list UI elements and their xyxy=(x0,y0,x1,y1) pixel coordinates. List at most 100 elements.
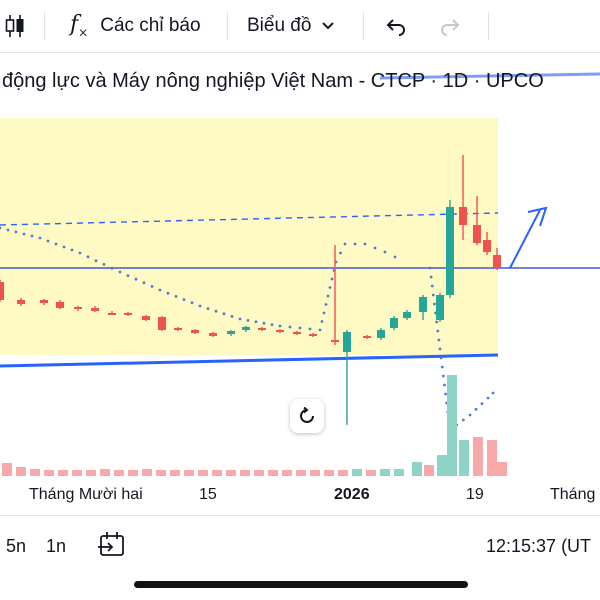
time-label: Tháng Mười hai xyxy=(29,486,143,503)
ma-dot xyxy=(320,320,324,323)
volume-bar xyxy=(268,470,278,476)
redo-icon xyxy=(441,19,460,36)
candle-body xyxy=(276,330,284,332)
ma-dot xyxy=(222,312,226,316)
candle-body xyxy=(17,300,25,304)
moving-average xyxy=(0,226,495,432)
candle-body xyxy=(227,331,235,334)
volume-bar xyxy=(2,463,12,476)
volume-bars xyxy=(2,375,507,476)
volume-bar xyxy=(58,470,68,476)
candles-icon[interactable] xyxy=(4,0,26,52)
highlight-rectangle[interactable] xyxy=(0,118,498,355)
ma-dot xyxy=(78,251,82,255)
candle-body xyxy=(436,295,444,320)
ma-dot xyxy=(70,248,74,252)
candle-body xyxy=(0,282,4,300)
volume-bar xyxy=(282,470,292,476)
volume-bar xyxy=(100,469,110,476)
ma-dot xyxy=(440,365,444,369)
ma-dot xyxy=(62,245,66,249)
reset-icon xyxy=(300,407,314,423)
volume-bar xyxy=(142,469,152,476)
ma-dot xyxy=(339,251,342,255)
time-axis: Tháng Mười hai 15 2026 19 Tháng xyxy=(0,486,600,510)
range-1n-button[interactable]: 1n xyxy=(46,536,67,556)
volume-bar xyxy=(412,462,422,476)
top-trendline[interactable] xyxy=(379,72,600,80)
volume-bar xyxy=(497,462,507,476)
clock: 12:15:37 (UT xyxy=(486,536,592,556)
volume-bar xyxy=(424,465,434,476)
support-trendline[interactable] xyxy=(0,353,499,368)
replay-icon xyxy=(98,532,124,556)
volume-bar xyxy=(128,470,138,476)
ma-dot xyxy=(430,284,434,288)
ma-dot xyxy=(318,328,322,332)
price-chart[interactable] xyxy=(0,52,600,492)
ma-dot xyxy=(474,407,478,411)
ma-dot xyxy=(428,266,432,270)
ma-dot xyxy=(22,232,26,236)
replay-button[interactable] xyxy=(98,530,126,563)
indicators-button[interactable]: f× Các chỉ báo xyxy=(70,0,201,52)
chart-type-button[interactable]: Biểu đồ xyxy=(247,0,335,52)
ma-dot xyxy=(433,302,436,306)
ma-dot xyxy=(326,294,330,298)
redo-button[interactable] xyxy=(438,0,462,52)
reset-chart-button[interactable] xyxy=(290,399,324,433)
ma-dot xyxy=(238,317,242,321)
ma-dot xyxy=(126,274,130,277)
ma-dot xyxy=(46,239,50,243)
top-toolbar: f× Các chỉ báo Biểu đồ xyxy=(0,0,600,53)
volume-bar xyxy=(170,470,180,476)
candle-body xyxy=(403,312,411,318)
volume-bar xyxy=(30,469,40,476)
ma-dot xyxy=(86,255,90,259)
volume-bar xyxy=(16,467,26,476)
ma-dot xyxy=(343,242,347,246)
ma-dot xyxy=(437,338,441,342)
ma-dot xyxy=(322,311,326,315)
ma-dot xyxy=(30,234,34,238)
candle-body xyxy=(124,313,132,315)
range-5n-button[interactable]: 5n xyxy=(6,536,27,556)
ma-dot xyxy=(439,356,443,360)
candle-body xyxy=(142,316,150,320)
ma-dot xyxy=(214,309,218,313)
volume-bar xyxy=(184,470,194,476)
indicators-label: Các chỉ báo xyxy=(100,15,201,36)
candle-body xyxy=(363,336,371,338)
toolbar-divider xyxy=(44,12,45,40)
ma-dot xyxy=(270,323,274,326)
candle-body xyxy=(158,317,166,330)
bottom-bar: 5n 1n 12:15:37 (UT xyxy=(0,515,600,572)
ma-dot xyxy=(134,277,138,281)
candle-body xyxy=(343,332,351,352)
volume-bar xyxy=(72,470,82,476)
undo-button[interactable] xyxy=(384,0,408,52)
volume-bar xyxy=(338,470,348,476)
toolbar-divider xyxy=(227,12,228,40)
projection-arrowhead xyxy=(527,206,548,227)
ma-dot xyxy=(353,242,357,246)
ma-dot xyxy=(6,228,10,232)
volume-bar xyxy=(296,470,306,476)
volume-bar xyxy=(198,470,208,476)
ma-dot xyxy=(468,413,472,417)
candle-body xyxy=(459,207,467,225)
candle-body xyxy=(446,207,454,295)
ma-dot xyxy=(150,285,154,288)
chart-title: động lực và Máy nông nghiệp Việt Nam - C… xyxy=(2,70,544,92)
ma-dot xyxy=(480,402,484,406)
ma-dot xyxy=(438,347,442,351)
ma-dot xyxy=(118,270,122,274)
candle-body xyxy=(40,300,48,303)
ma-dot xyxy=(190,301,194,305)
volume-bar xyxy=(310,470,320,476)
time-label: 15 xyxy=(199,486,217,503)
projection-arrow[interactable] xyxy=(509,209,541,269)
ma-dot xyxy=(230,315,234,318)
volume-bar xyxy=(156,470,166,476)
toolbar-divider xyxy=(488,12,489,40)
